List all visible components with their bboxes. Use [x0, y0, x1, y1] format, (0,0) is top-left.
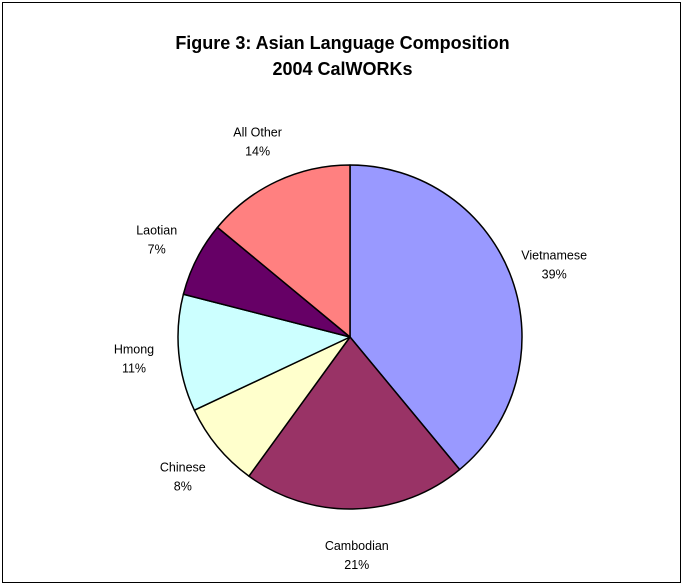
slice-label-hmong: Hmong 11% [114, 342, 154, 375]
slice-label-name: Hmong [114, 342, 154, 356]
slice-label-cambodian: Cambodian 21% [325, 539, 389, 572]
slice-label-laotian: Laotian 7% [136, 224, 177, 257]
slice-label-name: Vietnamese [521, 249, 587, 263]
slice-label-vietnamese: Vietnamese 39% [521, 249, 587, 282]
slice-label-percent: 8% [174, 479, 192, 493]
slice-label-chinese: Chinese 8% [160, 460, 206, 493]
slice-label-percent: 21% [344, 558, 369, 572]
chart-title-line-1: Figure 3: Asian Language Composition [175, 33, 510, 53]
chart-title: Figure 3: Asian Language Composition 200… [0, 30, 685, 82]
slice-label-all-other: All Other 14% [233, 126, 282, 159]
slice-label-name: All Other [233, 126, 282, 140]
slice-label-name: Cambodian [325, 539, 389, 553]
chart-title-line-2: 2004 CalWORKs [272, 59, 413, 79]
pie-slice-vietnamese [349, 164, 523, 471]
pie-slice-cambodian [248, 336, 461, 510]
slice-label-percent: 11% [122, 361, 146, 375]
slice-label-percent: 7% [148, 243, 166, 257]
slice-label-name: Laotian [136, 224, 177, 238]
pie-slice-all-other [216, 164, 351, 338]
slice-label-name: Chinese [160, 460, 206, 474]
slice-label-percent: 14% [245, 145, 270, 159]
pie-slice-hmong [177, 293, 351, 411]
slice-label-percent: 39% [542, 268, 567, 282]
